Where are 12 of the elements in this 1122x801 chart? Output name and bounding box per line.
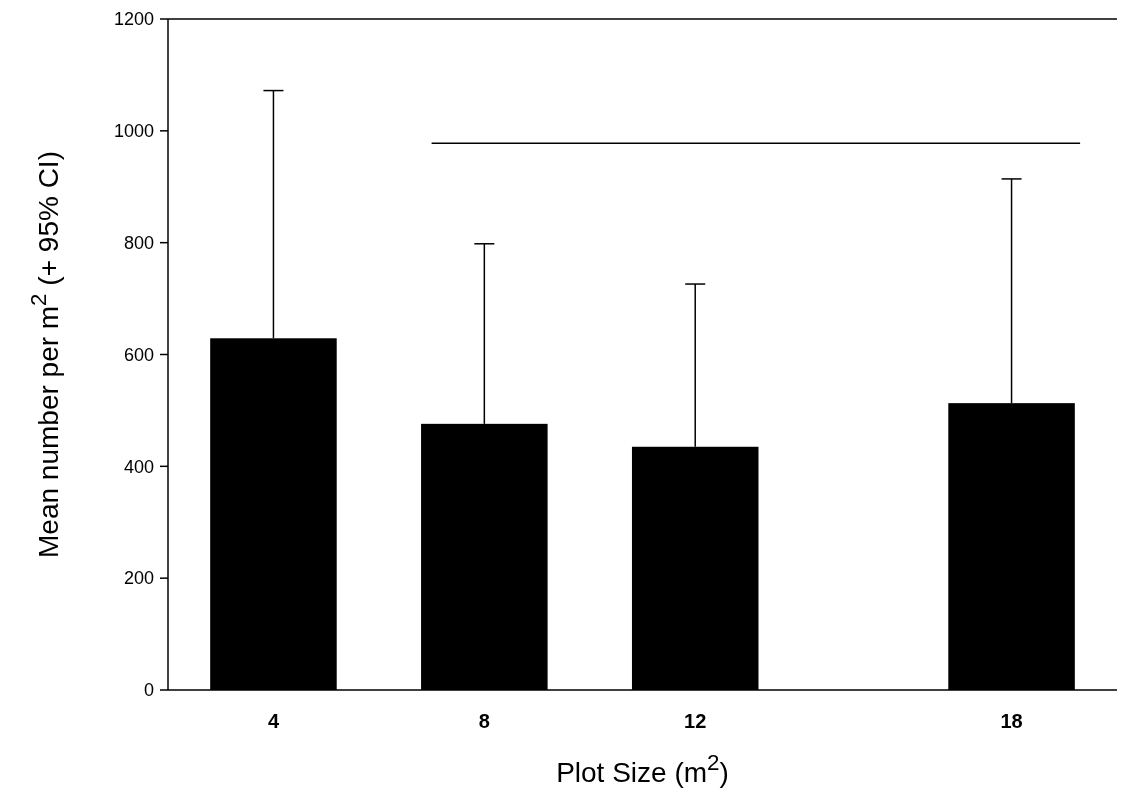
x-tick-label: 18 [1000,710,1023,732]
x-tick-label: 8 [478,710,490,732]
y-tick-label: 800 [123,232,154,253]
y-tick-label: 600 [123,344,154,365]
y-tick-label: 1200 [113,9,154,30]
y-tick-label: 0 [143,680,154,701]
x-tick-label: 12 [684,710,707,732]
y-tick-label: 1000 [113,121,154,142]
x-tick-label: 4 [267,710,280,732]
x-axis-title: Plot Size (m$^{2}$) [556,749,729,788]
y-tick-label: 200 [123,568,154,589]
y-tick-label: 400 [123,456,154,477]
